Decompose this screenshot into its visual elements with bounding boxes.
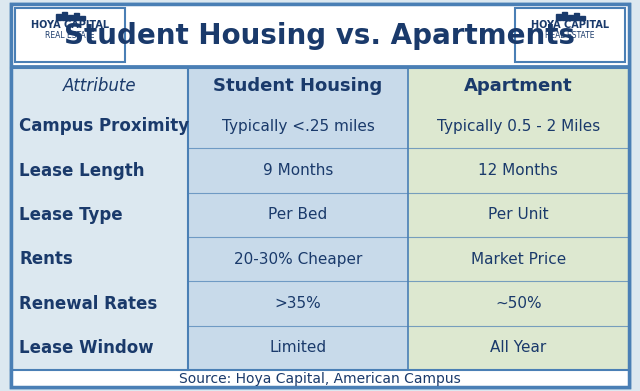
FancyBboxPatch shape [12, 282, 188, 326]
Text: HOYA CAPITAL: HOYA CAPITAL [531, 20, 609, 30]
FancyBboxPatch shape [188, 237, 408, 282]
Text: 9 Months: 9 Months [263, 163, 333, 178]
Bar [80, 16, 84, 20]
FancyBboxPatch shape [12, 68, 188, 104]
Bar [56, 14, 61, 20]
FancyBboxPatch shape [188, 326, 408, 370]
Text: Attribute: Attribute [63, 77, 136, 95]
Bar [62, 11, 67, 20]
FancyBboxPatch shape [12, 4, 628, 66]
Text: Source: Hoya Capital, American Campus: Source: Hoya Capital, American Campus [179, 371, 461, 386]
Bar [574, 13, 579, 20]
FancyBboxPatch shape [188, 282, 408, 326]
Text: Lease Length: Lease Length [19, 161, 145, 179]
Text: Campus Proximity: Campus Proximity [19, 117, 189, 135]
FancyBboxPatch shape [188, 148, 408, 193]
Text: HOYA CAPITAL: HOYA CAPITAL [31, 20, 109, 30]
Text: Student Housing vs. Apartments: Student Housing vs. Apartments [65, 22, 575, 50]
Bar [562, 11, 567, 20]
Bar [556, 14, 561, 20]
FancyBboxPatch shape [408, 326, 628, 370]
Text: Rents: Rents [19, 250, 73, 268]
Text: 12 Months: 12 Months [478, 163, 558, 178]
FancyBboxPatch shape [188, 193, 408, 237]
FancyBboxPatch shape [408, 148, 628, 193]
Text: ~50%: ~50% [495, 296, 541, 311]
Text: Limited: Limited [269, 340, 326, 355]
FancyBboxPatch shape [408, 193, 628, 237]
Bar [580, 16, 585, 20]
Bar [74, 13, 79, 20]
FancyBboxPatch shape [408, 282, 628, 326]
FancyBboxPatch shape [188, 68, 408, 104]
FancyBboxPatch shape [408, 104, 628, 148]
Text: Renewal Rates: Renewal Rates [19, 294, 157, 312]
FancyBboxPatch shape [12, 326, 188, 370]
FancyBboxPatch shape [12, 148, 188, 193]
Text: Typically <.25 miles: Typically <.25 miles [221, 118, 374, 134]
Bar [68, 15, 73, 20]
Text: Per Bed: Per Bed [268, 207, 328, 222]
FancyBboxPatch shape [12, 193, 188, 237]
Bar [568, 15, 573, 20]
FancyBboxPatch shape [515, 8, 625, 62]
Text: Lease Type: Lease Type [19, 206, 123, 224]
FancyBboxPatch shape [12, 370, 628, 387]
FancyBboxPatch shape [12, 104, 188, 148]
FancyBboxPatch shape [12, 237, 188, 282]
FancyBboxPatch shape [408, 68, 628, 104]
Text: 20-30% Cheaper: 20-30% Cheaper [234, 252, 362, 267]
Text: Per Unit: Per Unit [488, 207, 548, 222]
FancyBboxPatch shape [15, 8, 125, 62]
FancyBboxPatch shape [188, 104, 408, 148]
Text: REAL ESTATE: REAL ESTATE [545, 30, 595, 39]
Text: REAL ESTATE: REAL ESTATE [45, 30, 95, 39]
Text: Typically 0.5 - 2 Miles: Typically 0.5 - 2 Miles [436, 118, 600, 134]
Text: >35%: >35% [275, 296, 321, 311]
Text: Lease Window: Lease Window [19, 339, 154, 357]
Text: All Year: All Year [490, 340, 547, 355]
Text: Apartment: Apartment [464, 77, 573, 95]
Text: Market Price: Market Price [470, 252, 566, 267]
FancyBboxPatch shape [12, 4, 628, 387]
Text: Student Housing: Student Housing [213, 77, 383, 95]
FancyBboxPatch shape [408, 237, 628, 282]
